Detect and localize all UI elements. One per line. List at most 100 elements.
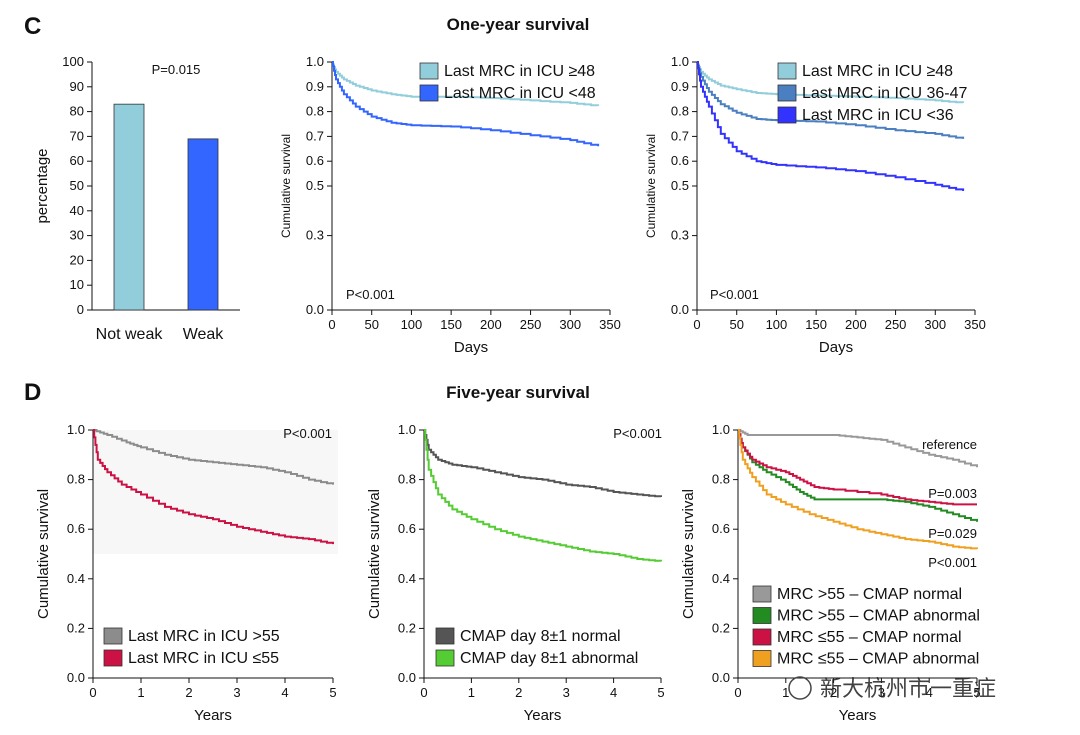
c2-y-tick-label: 0.0 [306,302,324,317]
c3-x-tick-label: 300 [924,317,946,332]
d3-y-tick-label: 0.2 [712,620,730,635]
d2-x-tick-label: 1 [468,685,475,700]
c3-y-tick-label: 0.3 [671,228,689,243]
c3-y-tick-label: 0.0 [671,302,689,317]
d3-y-tick-label: 0.8 [712,472,730,487]
legend-swatch [752,585,772,603]
c1-y-tick-label: 100 [62,54,84,69]
c1-y-tick-label: 10 [70,277,84,292]
c3-y-axis-label: Cumulative survival [644,134,658,238]
c3-y-tick-label: 0.6 [671,153,689,168]
c3-x-tick-label: 200 [845,317,867,332]
d2-y-tick-label: 0.8 [398,472,416,487]
c3-x-tick-label: 350 [964,317,986,332]
d1-y-tick-label: 0.0 [67,670,85,685]
series-end-label: P<0.001 [928,555,977,570]
series-line-1 [332,61,600,107]
series-line-2 [332,61,600,147]
d3-x-tick-label: 5 [973,685,980,700]
d1-x-tick-label: 4 [281,685,288,700]
series-end-label: P=0.003 [928,486,977,501]
c3-y-tick-label: 1.0 [671,54,689,69]
legend-label: MRC >55 – CMAP abnormal [777,608,980,625]
c3-y-tick-label: 0.7 [671,128,689,143]
legend-swatch [435,627,455,645]
legend-swatch [752,607,772,624]
series-line-1 [424,429,662,498]
legend-label: Last MRC in ICU ≥48 [444,63,595,80]
d1-x-tick-label: 3 [233,685,240,700]
c3-x-tick-label: 0 [693,317,700,332]
chart-d1-survival: 0.0 0.2 0.4 0.6 0.8 1.0 0 1 2 3 4 5 Years Cumulative … [35,422,338,724]
legend-label: Last MRC in ICU ≤55 [128,650,279,667]
c2-x-tick-label: 100 [401,317,423,332]
d1-y-tick-label: 0.2 [67,620,85,635]
c3-x-tick-label: 100 [766,317,788,332]
c2-x-tick-label: 150 [440,317,462,332]
d2-y-tick-label: 0.0 [398,670,416,685]
panel-letter-d: D [24,379,41,406]
c2-x-tick-label: 200 [480,317,502,332]
d3-y-tick-label: 1.0 [712,422,730,437]
series-line-2 [93,429,334,545]
p-value-label: P<0.001 [613,426,662,441]
bar-weak [187,138,219,311]
d3-x-axis-label: Years [839,707,877,724]
d2-y-axis-label: Cumulative survival [366,489,383,619]
c2-y-axis-label: Cumulative survival [279,134,293,238]
d3-y-tick-label: 0.0 [712,670,730,685]
c2-x-tick-label: 50 [364,317,378,332]
c1-y-tick-label: 90 [70,79,84,94]
c2-x-axis-label: Days [454,339,488,356]
c3-y-tick-label: 0.5 [671,178,689,193]
d1-y-tick-label: 0.6 [67,521,85,536]
wechat-icon [788,676,812,700]
legend-label: MRC >55 – CMAP normal [777,586,962,603]
d2-y-tick-label: 0.4 [398,571,416,586]
c1-y-tick-label: 80 [70,104,84,119]
d1-x-tick-label: 2 [185,685,192,700]
c2-y-tick-label: 0.6 [306,153,324,168]
legend-swatch [419,62,439,80]
d3-x-tick-label: 3 [878,685,885,700]
panel-letter-c: C [24,13,41,40]
d3-x-tick-label: 2 [830,685,837,700]
chart-c3-survival: 0.0 0.3 0.5 0.6 0.7 0.8 0.9 1.0 0 50 100 150 200 250 3… [644,54,986,356]
section-title-five-year: Five-year survival [446,383,590,402]
d2-x-tick-label: 2 [515,685,522,700]
legend-swatch [752,650,772,667]
legend-swatch [777,62,797,80]
c3-y-tick-label: 0.9 [671,79,689,94]
series-end-label: reference [922,437,977,452]
c2-y-tick-label: 0.7 [306,128,324,143]
chart-c1-bar: 0 10 20 30 40 50 60 70 80 90 100 percentage Not weak… [34,54,240,343]
d2-y-tick-label: 0.6 [398,521,416,536]
series-line-3 [697,61,965,191]
chart-c2-survival: 0.0 0.3 0.5 0.6 0.7 0.8 0.9 1.0 0 50 100 150 200 250 3… [279,54,621,356]
chart-d2-survival: 0.0 0.2 0.4 0.6 0.8 1.0 0 1 2 3 4 5 Years Cumulative … [366,422,665,724]
section-title-one-year: One-year survival [447,15,590,34]
p-value-label: P=0.015 [152,62,201,77]
c2-x-tick-label: 300 [559,317,581,332]
c3-x-tick-label: 50 [729,317,743,332]
series-line-3 [738,429,977,506]
d1-x-tick-label: 5 [329,685,336,700]
series-line-1 [738,429,978,468]
d1-x-axis-label: Years [194,707,232,724]
c3-x-tick-label: 250 [885,317,907,332]
c1-y-tick-label: 60 [70,153,84,168]
d1-y-tick-label: 0.4 [67,571,85,586]
bar-category-label: Not weak [96,326,164,343]
series-end-label: P=0.029 [928,526,977,541]
legend-swatch [777,106,797,124]
d2-x-axis-label: Years [524,707,562,724]
legend-swatch [103,649,123,667]
legend-label: CMAP day 8±1 abnormal [460,650,638,667]
d3-x-tick-label: 1 [782,685,789,700]
d2-x-tick-label: 3 [563,685,570,700]
plot-background [93,430,338,554]
legend-label: CMAP day 8±1 normal [460,628,621,645]
watermark-text: 新大杭州市一重症 [820,677,996,702]
bar-not-weak [113,103,145,311]
legend-swatch [103,627,123,645]
